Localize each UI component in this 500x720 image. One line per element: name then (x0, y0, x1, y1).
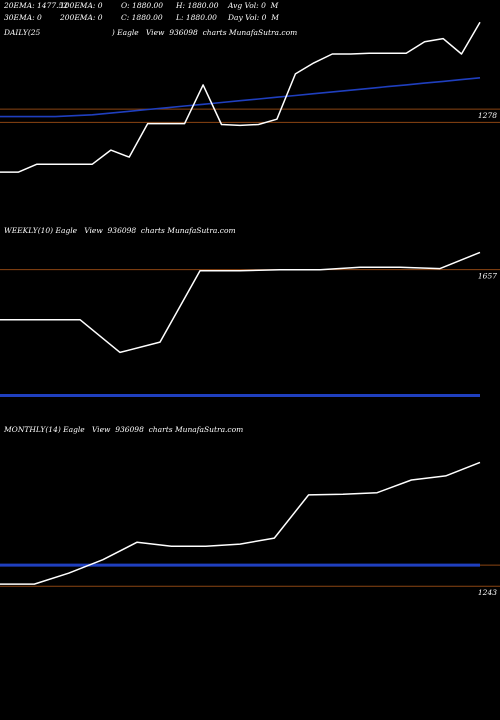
monthly-price-line (0, 461, 481, 585)
daily-price-line (0, 21, 481, 173)
daily-level-label-0: 1278 (478, 111, 497, 120)
header-20ema: 20EMA: 1477.52 (4, 1, 69, 10)
header-100ema: 100EMA: 0 (60, 1, 103, 10)
weekly-level-label-0: 1657 (478, 272, 497, 281)
header-30ema: 30EMA: 0 (4, 13, 42, 22)
monthly-level-label-1: 1243 (478, 588, 497, 597)
header-day-vol: Day Vol: 0 M (228, 13, 279, 22)
header-200ema: 200EMA: 0 (60, 13, 103, 22)
daily-chart: 1278 (0, 21, 500, 173)
header-avg-vol: Avg Vol: 0 M (228, 1, 279, 10)
header-high: H: 1880.00 (176, 1, 219, 10)
monthly-chart-title: MONTHLY(14) Eagle View 936098 charts Mun… (4, 425, 244, 434)
header-low: L: 1880.00 (176, 13, 217, 22)
daily-ema-line (0, 77, 481, 118)
monthly-chart: 1243 (0, 461, 500, 597)
header-close: C: 1880.00 (121, 13, 163, 22)
header-open: O: 1880.00 (121, 1, 164, 10)
weekly-chart: 1657 (0, 251, 500, 397)
weekly-chart-title: WEEKLY(10) Eagle View 936098 charts Muna… (4, 226, 236, 235)
weekly-price-line (0, 251, 481, 354)
daily-chart-title: DAILY(25 ) Eagle View 936098 charts Muna… (4, 28, 298, 37)
